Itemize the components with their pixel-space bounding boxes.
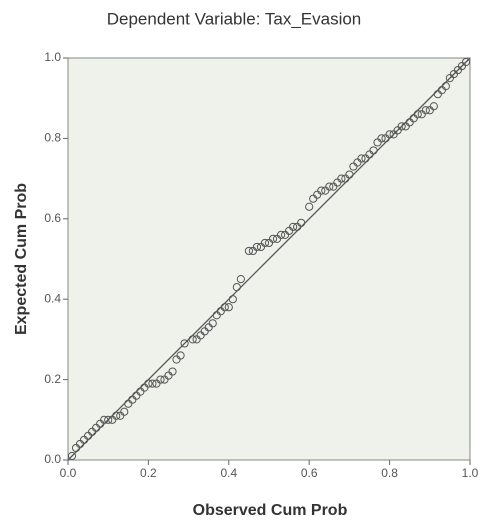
point xyxy=(224,303,233,312)
point xyxy=(369,146,378,155)
point xyxy=(260,238,270,248)
point xyxy=(220,303,229,312)
point xyxy=(397,122,406,131)
point xyxy=(268,234,278,243)
x-tick-label: 0.6 xyxy=(301,466,318,480)
point xyxy=(232,283,241,292)
point xyxy=(236,275,245,284)
point xyxy=(208,319,217,328)
point xyxy=(421,106,430,115)
point xyxy=(188,335,197,344)
y-tick-label: 0.2 xyxy=(44,372,61,386)
x-tick-label: 0.0 xyxy=(60,466,77,480)
y-tick-label: 0.4 xyxy=(44,291,61,305)
point xyxy=(100,415,109,424)
point xyxy=(337,174,346,183)
point xyxy=(112,411,121,420)
point xyxy=(252,242,262,252)
point xyxy=(305,202,314,211)
y-tick-label: 0.8 xyxy=(44,131,61,145)
point xyxy=(180,339,189,348)
point xyxy=(104,415,113,424)
point xyxy=(228,295,237,304)
point xyxy=(297,218,306,227)
chart-title: Dependent Variable: Tax_Evasion xyxy=(107,9,362,28)
point xyxy=(441,82,450,91)
reference-line xyxy=(67,57,471,461)
y-tick-label: 0.6 xyxy=(44,211,61,225)
point xyxy=(429,102,438,111)
point xyxy=(120,407,129,416)
point xyxy=(144,379,153,388)
x-tick-label: 1.0 xyxy=(462,466,478,480)
point xyxy=(168,367,177,376)
y-tick-label: 0.0 xyxy=(44,452,61,466)
x-tick-label: 0.8 xyxy=(381,466,398,480)
point xyxy=(377,134,386,143)
point xyxy=(244,246,253,256)
x-tick-label: 0.4 xyxy=(220,466,237,480)
point xyxy=(289,222,298,231)
point xyxy=(67,451,77,461)
point xyxy=(345,170,354,179)
point xyxy=(413,110,422,119)
point xyxy=(325,182,334,191)
point xyxy=(276,230,286,239)
x-tick-label: 0.2 xyxy=(140,466,157,480)
point xyxy=(461,57,471,67)
point xyxy=(385,130,394,139)
point xyxy=(176,351,185,360)
point xyxy=(317,186,326,195)
y-tick-label: 1.0 xyxy=(44,50,61,64)
x-axis-label: Observed Cum Prob xyxy=(193,502,348,519)
point xyxy=(357,154,366,163)
point xyxy=(148,379,157,388)
point xyxy=(156,375,165,384)
y-axis-label: Expected Cum Prob xyxy=(13,183,30,335)
